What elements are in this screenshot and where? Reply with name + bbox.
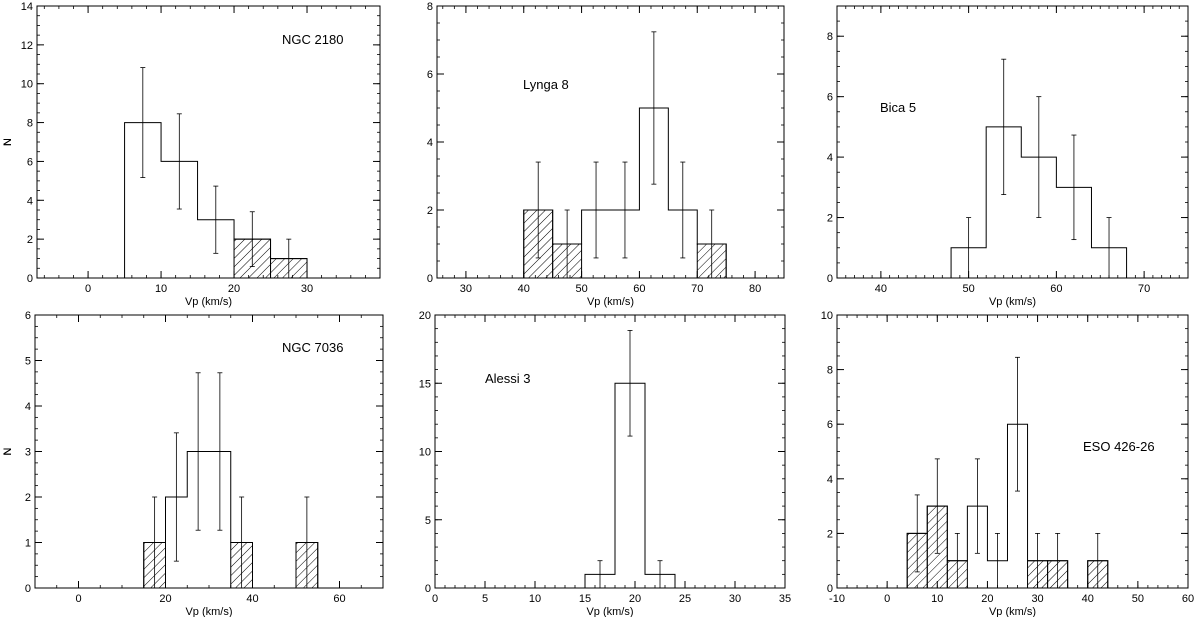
y-tick-label: 6: [427, 69, 433, 81]
x-tick-label: 10: [529, 593, 541, 605]
x-tick-label: 40: [518, 283, 530, 295]
x-axis-title: Vp (km/s): [587, 296, 634, 308]
y-tick-label: 6: [25, 310, 31, 322]
x-tick-label: 25: [679, 593, 691, 605]
y-tick-label: 12: [21, 40, 33, 52]
x-tick-label: 30: [460, 283, 472, 295]
x-tick-label: 70: [691, 283, 703, 295]
y-tick-label: 2: [827, 528, 833, 540]
y-tick-label: 14: [21, 1, 33, 13]
x-tick-label: 0: [85, 283, 91, 295]
y-tick-label: 5: [25, 356, 31, 368]
x-tick-label: 0: [432, 593, 438, 605]
y-tick-label: 0: [425, 583, 431, 595]
x-tick-label: 60: [1182, 593, 1194, 605]
y-tick-label: 6: [27, 156, 33, 168]
y-tick-label: 6: [827, 419, 833, 431]
y-axis-title: N: [2, 447, 14, 455]
x-tick-label: 50: [575, 283, 587, 295]
x-tick-label: 40: [1082, 593, 1094, 605]
x-tick-label: 30: [1031, 593, 1043, 605]
x-tick-label: 60: [633, 283, 645, 295]
y-tick-label: 8: [827, 365, 833, 377]
x-axis-title: Vp (km/s): [185, 296, 232, 308]
y-axis-title: N: [2, 138, 14, 146]
y-axis-title: N: [2, 447, 14, 455]
y-tick-label: 4: [427, 137, 433, 149]
x-tick-label: 35: [779, 593, 791, 605]
x-tick-label: -10: [829, 593, 845, 605]
x-axis-title: Vp (km/s): [586, 606, 633, 617]
x-tick-label: 50: [963, 283, 975, 295]
y-tick-label: 0: [25, 583, 31, 595]
x-tick-label: 60: [1050, 283, 1062, 295]
y-tick-label: 2: [27, 234, 33, 246]
plot-frame: [836, 5, 1189, 279]
y-tick-label: 4: [827, 152, 833, 164]
x-tick-label: 30: [729, 593, 741, 605]
x-tick-label: 30: [301, 283, 313, 295]
histogram-outline: [523, 107, 727, 278]
y-tick-label: 0: [827, 583, 833, 595]
x-tick-label: 70: [1138, 283, 1150, 295]
y-tick-label: 10: [21, 79, 33, 91]
y-tick-label: 10: [419, 447, 431, 459]
x-tick-label: 0: [884, 593, 890, 605]
histogram-panel: 0 10 20 30 0 2 4 6 8 10 12 14 Vp (km/s) N NGC 2180: [2, 1, 381, 308]
histogram-panel: 0 20 40 60 0 1 2 3 4 5 6 Vp (km/s) N NGC 7036: [2, 310, 384, 617]
y-axis-title: N: [2, 447, 14, 455]
cluster-label: Bica 5: [880, 100, 916, 115]
y-tick-label: 2: [25, 492, 31, 504]
x-tick-label: 20: [981, 593, 993, 605]
x-tick-label: 40: [875, 283, 887, 295]
y-tick-label: 3: [25, 447, 31, 459]
cluster-label: Alessi 3: [485, 371, 531, 386]
y-axis-title: N: [2, 138, 14, 146]
y-axis-title: N: [2, 138, 14, 146]
y-tick-label: 8: [27, 118, 33, 130]
y-tick-label: 4: [27, 195, 33, 207]
x-tick-label: 80: [749, 283, 761, 295]
y-tick-label: 0: [427, 273, 433, 285]
cluster-label: ESO 426-26: [1083, 439, 1155, 454]
x-tick-label: 40: [246, 593, 258, 605]
y-tick-label: 15: [419, 378, 431, 390]
cluster-label: Lynga 8: [523, 77, 569, 92]
x-tick-label: 15: [579, 593, 591, 605]
y-tick-label: 2: [427, 205, 433, 217]
y-tick-label: 8: [827, 31, 833, 43]
y-tick-label: 1: [25, 538, 31, 550]
x-tick-label: 50: [1132, 593, 1144, 605]
plot-frame: [434, 314, 786, 589]
y-tick-label: 10: [821, 310, 833, 322]
y-tick-label: 8: [427, 1, 433, 13]
x-tick-label: 20: [629, 593, 641, 605]
y-tick-label: 5: [425, 515, 431, 527]
x-axis-title: Vp (km/s): [185, 606, 232, 617]
x-tick-label: 60: [333, 593, 345, 605]
x-tick-label: 10: [155, 283, 167, 295]
x-tick-label: 10: [931, 593, 943, 605]
y-tick-label: 2: [827, 213, 833, 225]
x-axis-title: Vp (km/s): [989, 296, 1036, 308]
cluster-label: NGC 7036: [282, 340, 343, 355]
y-tick-label: 20: [419, 310, 431, 322]
x-axis-title: Vp (km/s): [989, 606, 1036, 617]
plot-frame: [436, 5, 785, 279]
x-tick-label: 20: [228, 283, 240, 295]
cluster-label: NGC 2180: [282, 32, 343, 47]
x-tick-label: 20: [159, 593, 171, 605]
x-tick-label: 0: [75, 593, 81, 605]
y-tick-label: 4: [827, 474, 833, 486]
y-tick-label: 4: [25, 401, 31, 413]
x-tick-label: 5: [482, 593, 488, 605]
y-tick-label: 0: [827, 273, 833, 285]
y-tick-label: 0: [27, 273, 33, 285]
y-tick-label: 6: [827, 92, 833, 104]
